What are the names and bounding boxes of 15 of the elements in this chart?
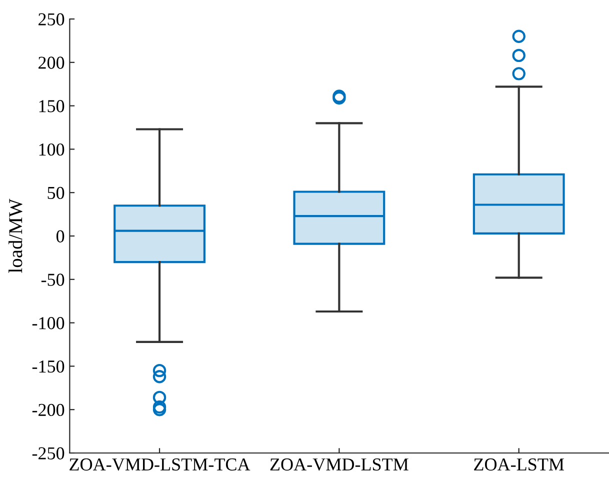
y-tick-label: -150 xyxy=(32,360,64,373)
x-tick-label: ZOA-VMD-LSTM-TCA xyxy=(70,458,250,471)
x-tick-label: ZOA-LSTM xyxy=(474,458,564,471)
y-tick-label: 0 xyxy=(56,230,64,242)
y-tick-label: -250 xyxy=(32,447,64,460)
y-tick-label: -50 xyxy=(41,274,64,286)
y-tick-label: 200 xyxy=(38,56,64,69)
y-tick-label: -200 xyxy=(32,404,64,416)
y-axis-title: load/MW xyxy=(8,198,22,273)
y-tick-label: 50 xyxy=(48,186,64,200)
y-tick-label: -100 xyxy=(32,317,64,330)
y-tick-label: 100 xyxy=(39,143,64,156)
y-tick-label: 250 xyxy=(38,13,64,26)
x-tick-label: ZOA-VMD-LSTM xyxy=(270,458,408,471)
y-tick-label: 150 xyxy=(39,100,64,112)
